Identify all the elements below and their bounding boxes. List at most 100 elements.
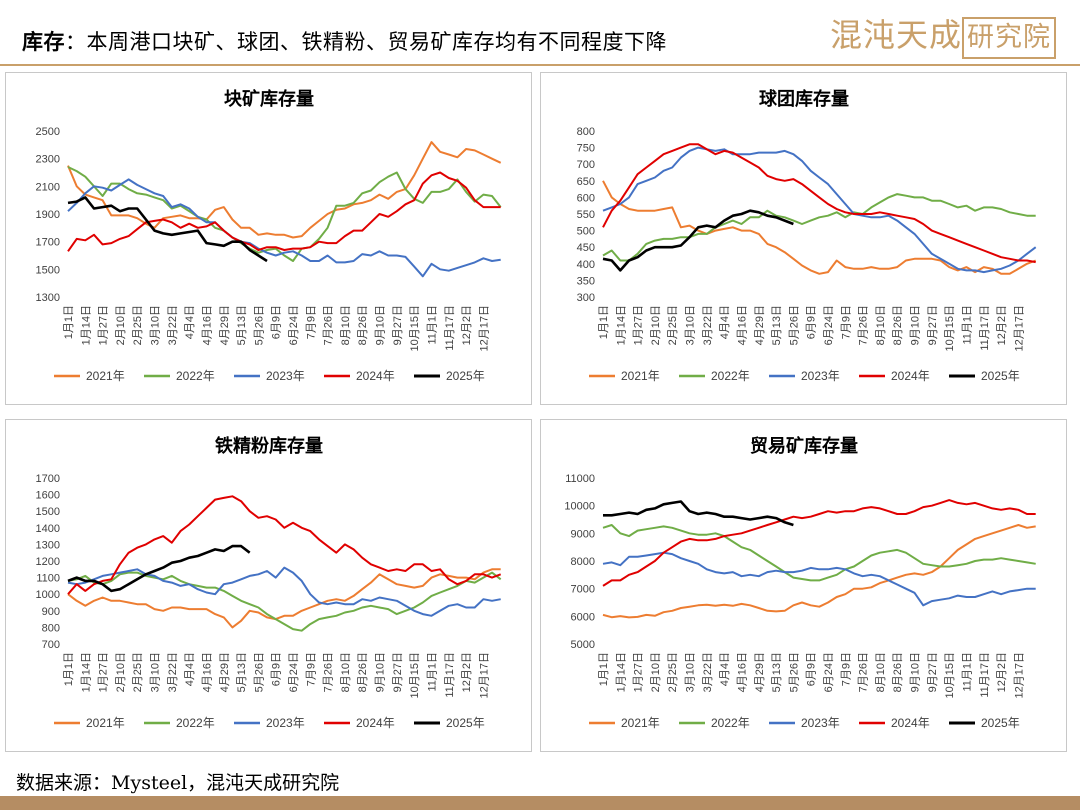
x-tick-label: 9月27日 [392, 305, 404, 345]
x-tick-label: 3月10日 [685, 305, 697, 345]
y-tick-label: 700 [42, 639, 60, 651]
concentrate-chart: 铁精粉库存量 700 800 900 1000 1100 1200 1300 1400 1500 1… [36, 435, 502, 730]
legend-label: 2024年 [356, 369, 395, 383]
series-line [603, 500, 794, 527]
x-tick-label: 12月17日 [478, 305, 490, 351]
x-tick-label: 2月25日 [132, 305, 144, 345]
x-tick-label: 12月17日 [1013, 305, 1025, 351]
series-line [67, 495, 502, 595]
x-tick-label: 4月4日 [184, 305, 196, 339]
x-tick-label: 9月10日 [375, 305, 387, 345]
x-tick-label: 6月24日 [823, 305, 835, 345]
x-tick-label: 6月24日 [288, 305, 300, 345]
y-tick-label: 8000 [571, 556, 595, 568]
legend-label: 2021年 [86, 369, 125, 383]
x-tick-label: 1月1日 [63, 652, 75, 686]
y-tick-label: 800 [577, 126, 595, 138]
x-tick-label: 4月29日 [219, 652, 231, 692]
x-tick-label: 1月14日 [615, 652, 627, 692]
page-title-bold: 库存 [22, 29, 65, 54]
x-tick-label: 11月1日 [961, 652, 973, 692]
legend-label: 2025年 [446, 369, 485, 383]
series-line [602, 524, 1036, 582]
x-tick-label: 1月1日 [598, 652, 610, 686]
chart-panel-trade-ore: 贸易矿库存量 5000 6000 7000 8000 9000 10000 11000 1月1日… [540, 419, 1067, 752]
source-note: 数据来源：Mysteel，混沌天成研究院 [16, 772, 340, 794]
legend-label: 2021年 [621, 716, 660, 730]
page-header: 库存：本周港口块矿、球团、铁精粉、贸易矿库存均有不同程度下降 混沌天成 研究院 [0, 0, 1080, 66]
y-tick-label: 700 [577, 159, 595, 171]
legend-label: 2025年 [981, 716, 1020, 730]
x-tick-label: 2月25日 [667, 305, 679, 345]
x-tick-label: 3月22日 [167, 652, 179, 692]
x-tick-label: 8月10日 [875, 652, 887, 692]
y-tick-label: 9000 [571, 528, 595, 540]
legend-label: 2022年 [176, 716, 215, 730]
x-tick-label: 11月17日 [444, 652, 456, 698]
x-tick-label: 8月26日 [357, 305, 369, 345]
chart-title: 铁精粉库存量 [215, 435, 323, 457]
x-tick-label: 10月15日 [944, 305, 956, 351]
y-tick-label: 400 [577, 259, 595, 271]
trade-ore-chart: 贸易矿库存量 5000 6000 7000 8000 9000 10000 11000 1月1日… [564, 435, 1036, 730]
y-tick-label: 350 [577, 275, 595, 287]
y-tick-label: 300 [577, 292, 595, 304]
page-title-rest: ：本周港口块矿、球团、铁精粉、贸易矿库存均有不同程度下降 [65, 30, 667, 54]
x-tick-label: 7月9日 [305, 305, 317, 339]
x-tick-label: 10月15日 [409, 652, 421, 698]
series-line [67, 196, 268, 263]
x-tick-label: 6月24日 [823, 652, 835, 692]
x-tick-label: 8月26日 [357, 652, 369, 692]
x-tick-label: 1月1日 [598, 305, 610, 339]
series-line [602, 551, 1036, 607]
x-tick-label: 3月22日 [167, 305, 179, 345]
y-tick-label: 1700 [36, 473, 60, 485]
x-tick-label: 4月29日 [219, 305, 231, 345]
legend-label: 2021年 [621, 369, 660, 383]
x-tick-label: 4月4日 [719, 305, 731, 339]
x-tick-label: 8月26日 [892, 652, 904, 692]
x-tick-label: 9月10日 [375, 652, 387, 692]
x-tick-label: 4月4日 [719, 652, 731, 686]
legend-label: 2025年 [446, 716, 485, 730]
legend-label: 2024年 [891, 716, 930, 730]
legend-label: 2023年 [801, 369, 840, 383]
series-line [67, 566, 501, 617]
y-tick-label: 900 [42, 606, 60, 618]
chart-title: 贸易矿库存量 [750, 435, 858, 457]
x-tick-label: 2月25日 [132, 652, 144, 692]
chart-title: 块矿库存量 [224, 88, 314, 110]
x-tick-label: 10月15日 [944, 652, 956, 698]
chart-panel-concentrate: 铁精粉库存量 700 800 900 1000 1100 1200 1300 1400 1500 1… [5, 419, 532, 752]
x-tick-label: 5月13日 [771, 305, 783, 345]
x-tick-label: 7月9日 [840, 305, 852, 339]
series-line [67, 141, 502, 239]
x-tick-label: 1月27日 [633, 305, 645, 345]
series-line [602, 180, 1037, 275]
legend-label: 2022年 [711, 716, 750, 730]
legend-label: 2022年 [711, 369, 750, 383]
series-line [67, 544, 251, 593]
x-tick-label: 9月10日 [910, 652, 922, 692]
y-tick-label: 600 [577, 192, 595, 204]
x-tick-label: 2月10日 [650, 652, 662, 692]
y-tick-label: 11000 [565, 473, 595, 485]
x-tick-label: 4月16日 [201, 305, 213, 345]
x-tick-label: 12月2日 [461, 305, 473, 345]
x-tick-label: 4月29日 [754, 305, 766, 345]
x-tick-label: 5月13日 [771, 652, 783, 692]
x-tick-label: 12月2日 [461, 652, 473, 692]
x-tick-label: 7月26日 [323, 305, 335, 345]
y-tick-label: 750 [577, 143, 595, 155]
x-tick-label: 5月13日 [236, 652, 248, 692]
x-tick-label: 5月26日 [788, 652, 800, 692]
x-tick-label: 7月9日 [840, 652, 852, 686]
x-tick-label: 12月17日 [1013, 652, 1025, 698]
chart-title: 球团库存量 [759, 88, 849, 110]
x-tick-label: 9月27日 [927, 305, 939, 345]
y-tick-label: 6000 [571, 611, 595, 623]
series-line [602, 524, 1036, 619]
x-tick-label: 6月9日 [806, 652, 818, 686]
series-line [67, 568, 501, 629]
x-tick-label: 6月9日 [806, 305, 818, 339]
